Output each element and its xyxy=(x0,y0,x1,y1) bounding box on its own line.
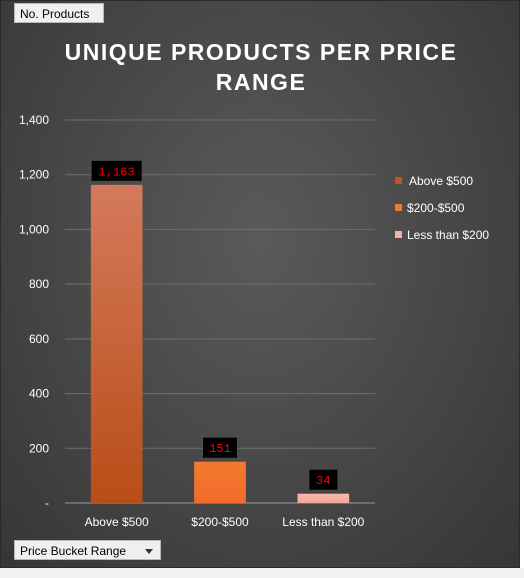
legend-item: Less than $200 xyxy=(395,221,489,248)
y-tick-label: - xyxy=(45,496,49,510)
sheet-background xyxy=(0,568,524,578)
legend-swatch xyxy=(395,204,402,211)
y-tick-label: 1,200 xyxy=(19,168,49,182)
bar xyxy=(90,184,143,503)
chart-area: - 200 400 600 800 1,000 1,200 1,400 Above $500 1… xyxy=(0,0,520,568)
data-label-box xyxy=(309,469,338,490)
y-tick-label: 200 xyxy=(29,441,49,455)
values-field-label: No. Products xyxy=(20,7,90,21)
chart-title: UNIQUE PRODUCTS PER PRICE RANGE xyxy=(64,39,458,95)
legend-swatch xyxy=(395,177,402,184)
legend-swatch xyxy=(395,231,402,238)
chevron-down-icon[interactable] xyxy=(145,549,153,554)
x-tick-label: Above $500 xyxy=(85,515,149,529)
x-tick-label: $200-$500 xyxy=(191,515,249,529)
y-tick-label: 600 xyxy=(29,332,49,346)
legend: Above $500 $200-$500 Less than $200 xyxy=(395,167,489,248)
data-label: 151 xyxy=(209,442,231,456)
data-label: 34 xyxy=(316,474,330,488)
y-tick-label: 1,000 xyxy=(19,222,49,236)
y-tick-label: 800 xyxy=(29,277,49,291)
y-tick-label: 400 xyxy=(29,387,49,401)
x-tick-label: Less than $200 xyxy=(282,515,364,529)
plot-area: - 200 400 600 800 1,000 1,200 1,400 Above $500 1… xyxy=(19,113,375,529)
legend-label: Less than $200 xyxy=(407,227,490,242)
legend-label: Above $500 xyxy=(409,173,474,188)
y-tick-label: 1,400 xyxy=(19,113,49,127)
bar xyxy=(297,493,350,503)
legend-item: $200-$500 xyxy=(395,194,489,221)
values-field-button[interactable]: No. Products xyxy=(14,3,104,23)
legend-label: $200-$500 xyxy=(407,200,465,215)
legend-item: Above $500 xyxy=(395,167,489,194)
axis-field-dropdown[interactable]: Price Bucket Range xyxy=(14,540,161,560)
data-label: 1,163 xyxy=(99,165,135,179)
data-label-box xyxy=(91,160,142,181)
bar xyxy=(194,461,246,503)
data-label-box xyxy=(203,437,237,458)
axis-field-label: Price Bucket Range xyxy=(20,544,127,558)
